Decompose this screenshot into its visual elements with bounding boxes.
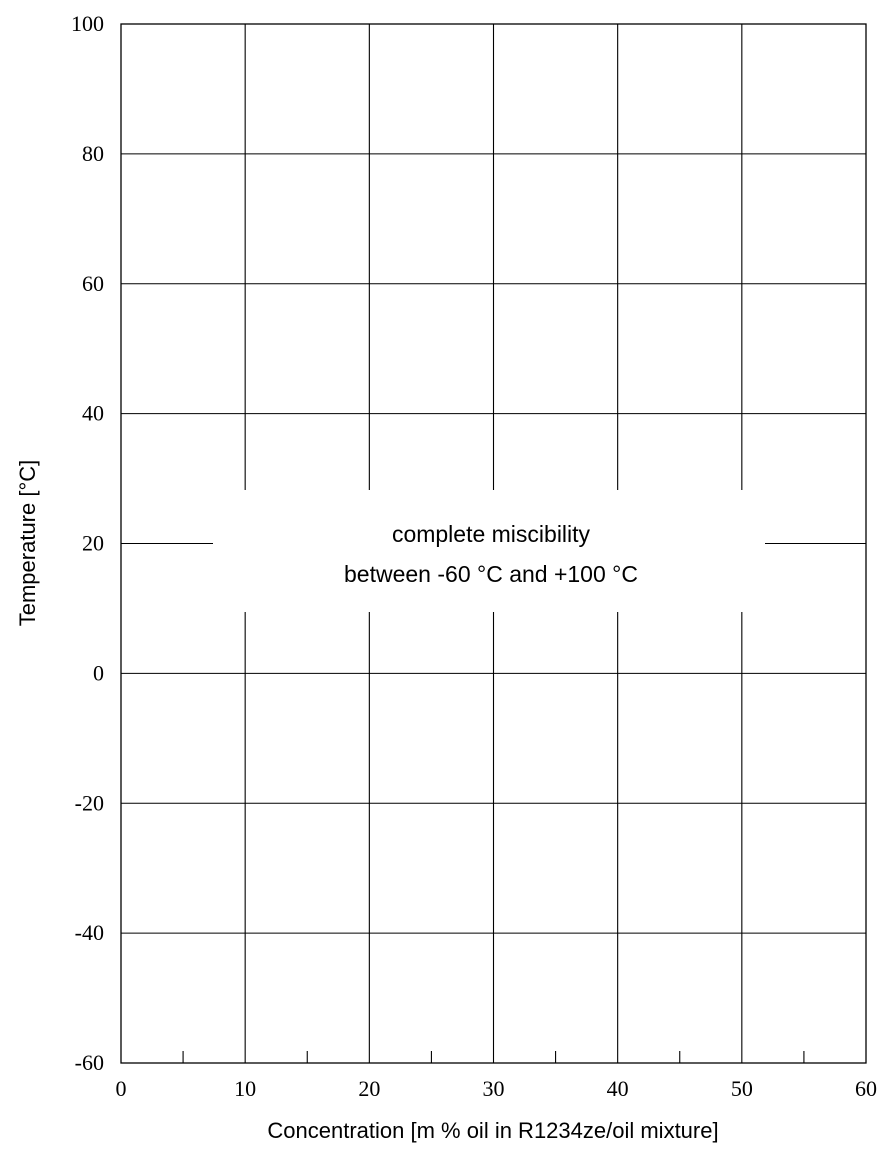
x-tick-labels: 0 10 20 30 40 50 60 (116, 1076, 878, 1101)
x-tick-label: 60 (855, 1076, 877, 1101)
annotation-line-1: complete miscibility (392, 521, 591, 547)
y-tick-label: 60 (82, 271, 104, 296)
x-tick-label: 50 (731, 1076, 753, 1101)
x-tick-label: 20 (358, 1076, 380, 1101)
y-tick-label: 0 (93, 660, 104, 685)
y-tick-labels: -60 -40 -20 0 20 40 60 80 100 (71, 11, 104, 1075)
y-tick-label: -40 (75, 920, 104, 945)
annotation-background (213, 490, 765, 612)
plot-frame (120, 23, 867, 1064)
y-tick-label: -60 (75, 1050, 104, 1075)
x-tick-label: 40 (607, 1076, 629, 1101)
y-tick-label: -20 (75, 790, 104, 815)
y-tick-label: 100 (71, 11, 104, 36)
x-tick-label: 10 (234, 1076, 256, 1101)
y-tick-label: 20 (82, 531, 104, 556)
minor-ticks (182, 1051, 805, 1063)
y-axis-title: Temperature [°C] (15, 460, 40, 627)
y-tick-label: 80 (82, 141, 104, 166)
x-tick-label: 30 (483, 1076, 505, 1101)
y-tick-label: 40 (82, 401, 104, 426)
x-axis-title: Concentration [m % oil in R1234ze/oil mi… (267, 1118, 718, 1143)
annotation-line-2: between -60 °C and +100 °C (344, 561, 638, 587)
x-tick-label: 0 (116, 1076, 127, 1101)
